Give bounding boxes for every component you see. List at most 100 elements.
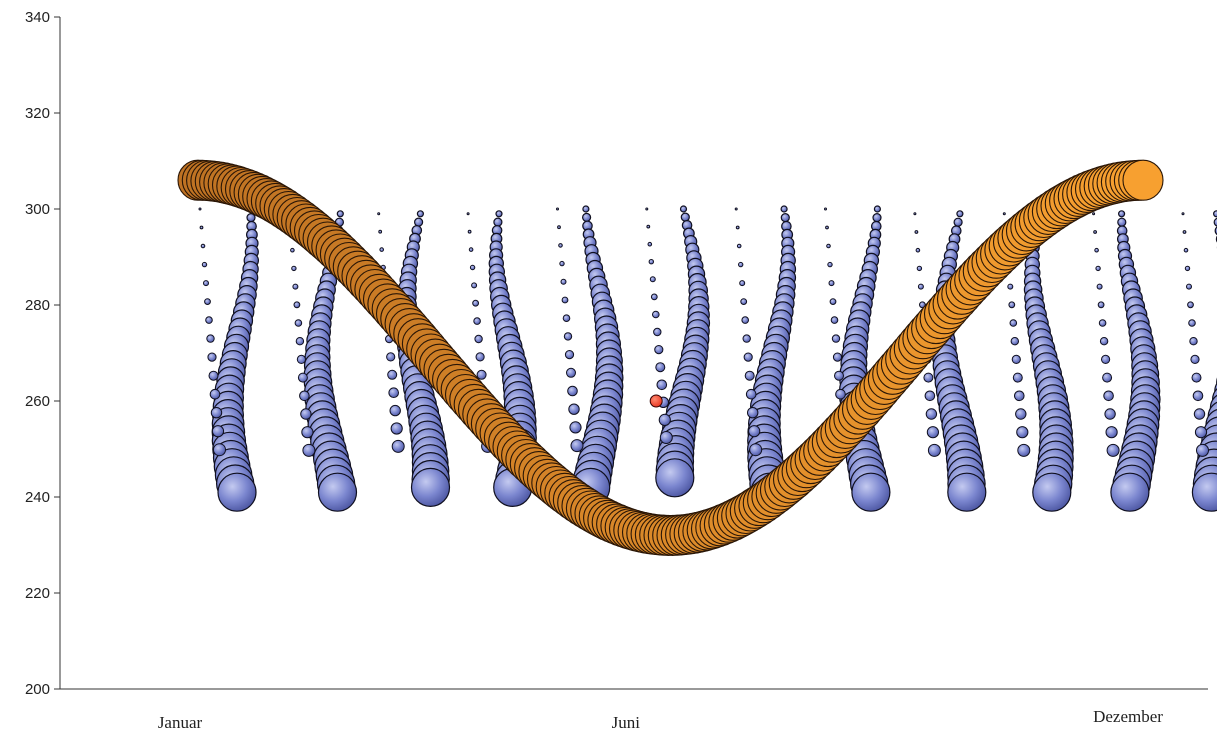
blue-bubble	[734, 207, 738, 211]
blue-bubble	[679, 205, 688, 213]
blue-bubble	[736, 243, 742, 249]
blue-bubble	[872, 213, 882, 223]
blue-bubble	[655, 458, 695, 498]
blue-bubble	[1016, 426, 1029, 439]
blue-bubble	[563, 332, 573, 341]
blue-bubble	[1104, 408, 1116, 420]
blue-bubble	[474, 334, 483, 344]
blue-bubble	[873, 205, 882, 213]
blue-bubble	[301, 426, 314, 439]
blue-bubble	[1213, 210, 1217, 218]
blue-bubble	[200, 243, 206, 249]
blue-bubble	[1117, 210, 1126, 218]
blue-bubble	[1106, 443, 1120, 457]
blue-bubble	[562, 314, 571, 323]
blue-bubble	[738, 261, 744, 268]
blue-bubble	[473, 317, 481, 325]
blue-bubble	[1098, 319, 1107, 327]
blue-bubble	[1017, 443, 1031, 457]
blue-bubble	[956, 210, 964, 218]
blue-bubble	[646, 224, 651, 229]
blue-bubble	[290, 247, 295, 253]
blue-bubble	[466, 212, 470, 216]
blue-bubble	[469, 264, 476, 271]
blue-bubble	[581, 212, 592, 222]
blue-bubble	[210, 407, 223, 419]
blue-bubble	[569, 421, 582, 434]
blue-bubble	[742, 334, 751, 343]
blue-bubble	[493, 217, 503, 227]
red-point	[649, 394, 663, 408]
blue-bubble	[653, 327, 662, 337]
blue-bubble	[391, 439, 405, 453]
blue-bubble	[1194, 426, 1208, 439]
blue-bubble	[926, 426, 940, 439]
blue-bubble	[745, 388, 757, 400]
orange-band-series	[177, 159, 1164, 556]
blue-bubble	[211, 425, 225, 438]
blue-bubble	[655, 362, 666, 373]
blue-bubble	[914, 230, 919, 234]
blue-bubble	[654, 345, 664, 355]
y-tick-label: 320	[25, 105, 50, 122]
blue-bubble	[1181, 212, 1185, 216]
blue-bubble	[379, 247, 385, 252]
blue-bubble	[1007, 283, 1014, 290]
blue-bubble	[558, 243, 563, 248]
blue-bubble	[198, 207, 202, 211]
blue-bubble	[295, 337, 305, 346]
blue-bubble	[217, 472, 257, 512]
blue-bubble	[1093, 230, 1097, 234]
blue-bubble	[1103, 390, 1114, 402]
blue-bubble	[1189, 337, 1198, 346]
blue-bubble	[390, 422, 403, 435]
blue-bubble	[830, 316, 839, 324]
blue-bubble	[649, 276, 656, 283]
blue-bubble	[1182, 230, 1187, 234]
blue-bubble	[207, 352, 217, 362]
blue-bubble	[1101, 354, 1111, 364]
blue-bubble	[834, 370, 844, 381]
blue-bubble	[648, 259, 654, 265]
y-tick-label: 300	[25, 201, 50, 218]
y-tick-label: 220	[25, 585, 50, 602]
blue-bubble	[208, 370, 219, 381]
blue-bubble	[1183, 247, 1189, 253]
blue-bubble	[1095, 265, 1101, 272]
axes	[54, 16, 1208, 690]
blue-bubble	[1110, 472, 1150, 512]
blue-bubble	[566, 367, 576, 378]
blue-bubble	[377, 212, 381, 216]
blue-bubble	[387, 369, 398, 380]
blue-bubble	[467, 229, 472, 234]
blue-bubble	[1187, 301, 1194, 309]
blue-bubble	[1010, 337, 1019, 346]
blue-bubble	[1186, 283, 1192, 290]
blue-bubble	[410, 467, 451, 507]
blue-bubble	[925, 408, 938, 420]
blue-bubble	[1213, 217, 1217, 227]
blue-bubble	[659, 431, 673, 444]
blue-bubble	[927, 443, 941, 457]
blue-bubble	[564, 350, 575, 360]
blue-bubble	[495, 210, 503, 218]
axis-labels: 200 220 240 260 280 300 320 340 Januar Juni Dezemb…	[25, 9, 1163, 732]
blue-bubble	[1191, 472, 1217, 512]
y-tick-label: 280	[25, 297, 50, 314]
blue-bubble	[1190, 354, 1200, 364]
y-tick-label: 200	[25, 681, 50, 698]
blue-bubble	[1117, 217, 1127, 227]
blue-bubble	[1094, 247, 1099, 253]
x-tick-label: Januar	[158, 713, 203, 732]
blue-bubble	[835, 388, 846, 400]
blue-bubble	[556, 207, 559, 211]
blue-bubble	[476, 369, 487, 380]
blue-bubble	[831, 334, 841, 343]
y-tick-label: 240	[25, 489, 50, 506]
blue-bubble	[744, 370, 755, 381]
blue-bubble	[1012, 372, 1023, 383]
blue-bubble	[1015, 408, 1027, 420]
blue-bubble	[567, 385, 578, 397]
blue-bubble	[828, 280, 835, 287]
